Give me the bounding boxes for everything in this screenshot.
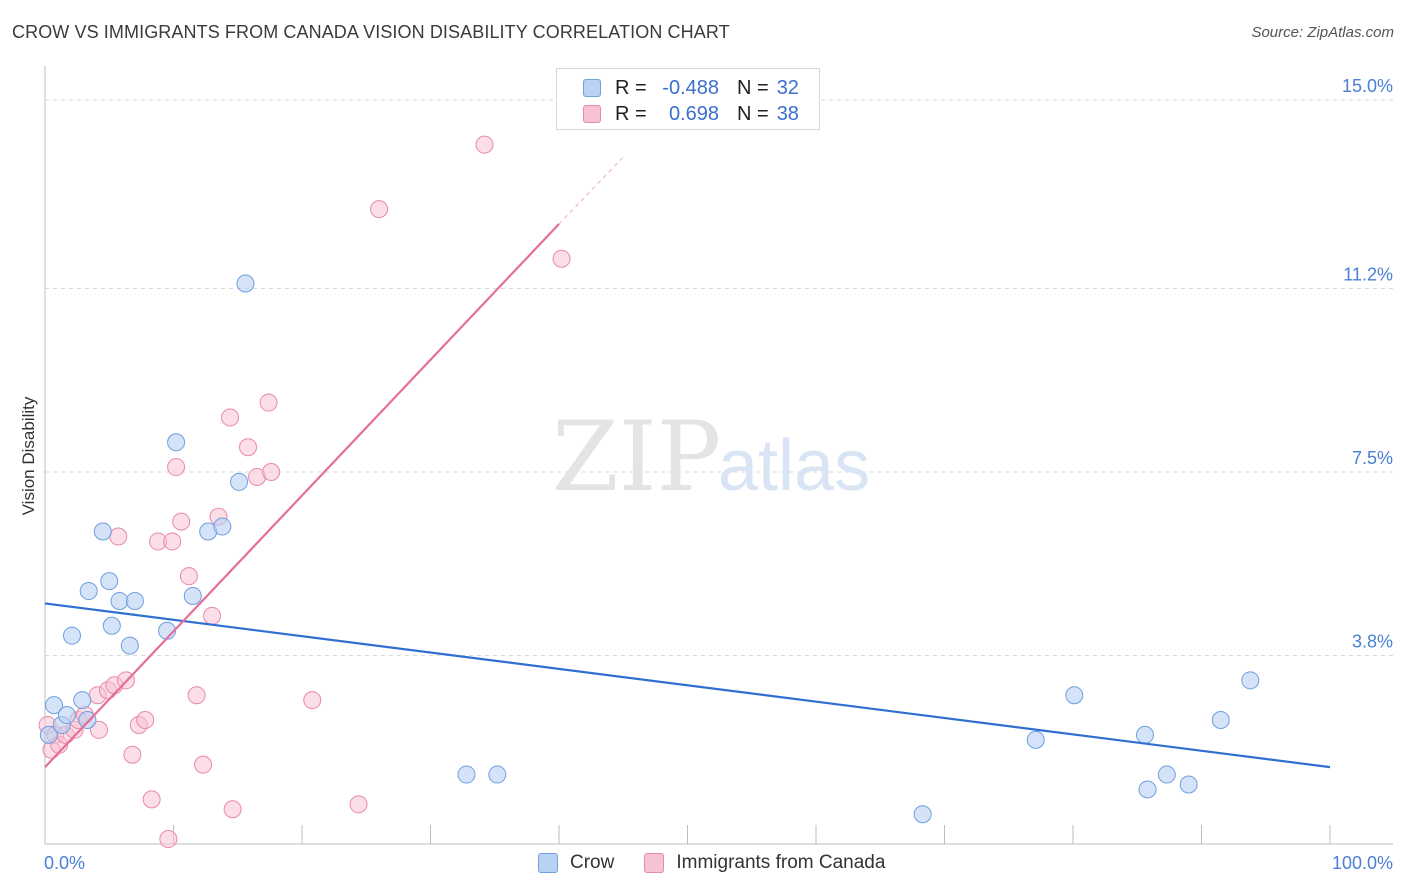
crow-point [1065,686,1084,705]
crow-points [39,274,1260,824]
legend-row-canada: R = 0.698 N = 38 [583,101,799,127]
canada-swatch [583,105,601,123]
crow-r-value: -0.488 [662,76,719,99]
y-tick-label: 3.8% [1352,632,1393,652]
crow-point [913,805,932,824]
crow-point [213,517,232,536]
crow-point [1157,765,1176,784]
canada-point [163,532,182,551]
canada-n-label: N = [737,102,769,125]
y-axis-label: Vision Disability [19,396,38,515]
stats-legend: R = -0.488 N = 32 R = 0.698 N = 38 [556,68,820,130]
canada-point [475,135,494,154]
crow-point [167,433,186,452]
crow-point [102,616,121,635]
crow-point [62,626,81,645]
crow-point [236,274,255,293]
crow-point [120,636,139,655]
crow-point [73,691,92,710]
source-label: Source: ZipAtlas.com [1251,24,1394,41]
watermark: ZIP atlas [552,401,870,513]
canada-point [203,606,222,625]
x-tick-labels: 0.0% 100.0% [44,853,1393,873]
crow-legend-swatch [538,853,558,873]
canada-point [221,408,240,427]
crow-point [1026,730,1045,749]
crow-point [488,765,507,784]
x-tick-label: 0.0% [44,853,85,873]
chart-title: CROW VS IMMIGRANTS FROM CANADA VISION DI… [12,22,730,42]
canada-n-value: 38 [776,102,799,125]
series-legend: Crow Immigrants from Canada [538,852,915,874]
canada-point [370,200,389,219]
canada-point [262,463,281,481]
y-tick-label: 7.5% [1352,448,1393,468]
canada-legend-swatch [644,853,665,873]
crow-point [110,591,129,610]
crow-point [93,522,112,541]
legend-item-crow[interactable]: Crow [538,852,614,874]
crow-point [39,725,58,744]
x-tick-label: 100.0% [1332,853,1393,873]
grid-lines [45,99,1393,657]
y-tick-labels: 3.8% 7.5% 11.2% 15.0% [1342,76,1393,652]
crow-point [57,706,76,725]
crow-point [457,765,476,784]
canada-r-value: 0.698 [668,102,719,125]
crow-r-label: R = [615,76,647,99]
canada-point [259,393,278,412]
crow-swatch [583,79,601,97]
canada-point [136,711,155,729]
legend-row-crow: R = -0.488 N = 32 [583,75,799,101]
canada-point [89,720,108,739]
crow-point [1138,780,1157,799]
crow-point [1211,711,1230,729]
canada-point [109,527,128,546]
canada-point [187,686,206,705]
crow-trend-line [44,602,1331,769]
crow-point [125,591,144,610]
crow-point [183,587,202,605]
canada-point [142,790,161,809]
canada-point [223,800,242,819]
crow-n-label: N = [737,76,769,99]
crow-point [100,572,119,591]
canada-r-label: R = [615,102,647,125]
canada-point [552,249,571,268]
canada-legend-label: Immigrants from Canada [676,852,886,873]
crow-point [230,472,249,491]
crow-n-value: 32 [776,76,799,99]
crow-point [79,582,98,601]
canada-trend-extension [558,156,624,225]
y-tick-label: 11.2% [1343,264,1393,284]
watermark-zip: ZIP [552,401,721,513]
crow-legend-label: Crow [570,852,615,873]
crow-point [44,696,63,715]
canada-point [179,567,198,586]
canada-point [303,691,322,710]
canada-point [349,795,368,814]
crow-point [1179,775,1198,794]
canada-point [172,512,191,531]
crow-point [1241,671,1260,690]
canada-point [167,458,186,477]
canada-point [159,830,178,849]
crow-point [78,711,97,729]
y-tick-label: 15.0% [1342,76,1393,96]
canada-point [123,745,142,764]
canada-point [239,438,258,457]
canada-trend-line [44,223,560,768]
canada-point [194,755,213,774]
legend-item-canada[interactable]: Immigrants from Canada [644,852,885,874]
watermark-atlas: atlas [718,426,870,506]
trend-lines [44,156,1331,769]
crow-point [1135,725,1154,744]
